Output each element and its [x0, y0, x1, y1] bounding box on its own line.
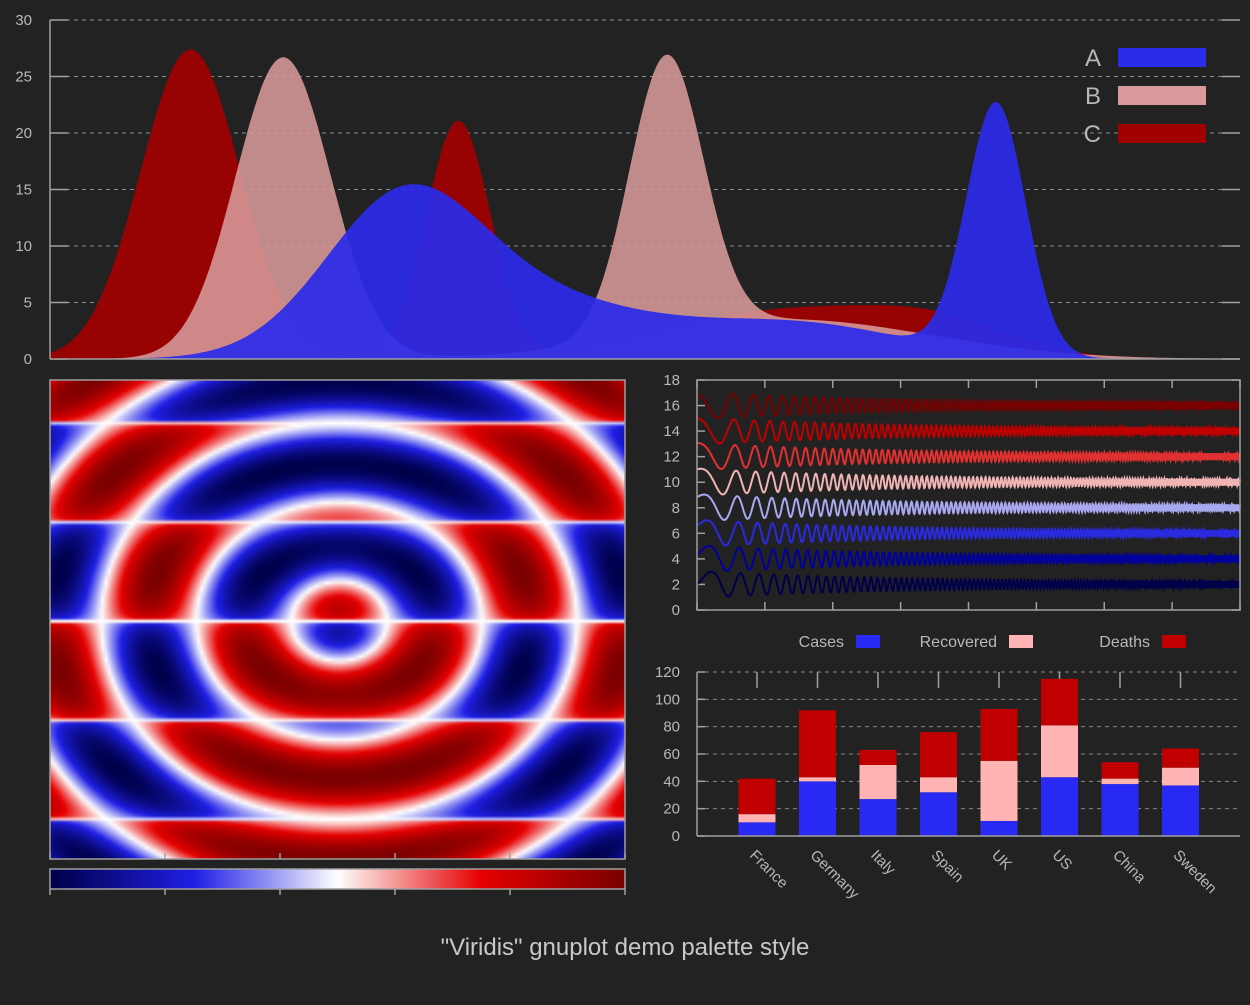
legend-swatch-A — [1118, 48, 1206, 67]
page-title: "Viridis" gnuplot demo palette style — [440, 934, 810, 961]
bar-cases-germany — [799, 781, 836, 836]
area-series-C — [50, 49, 1240, 360]
bar-deaths-france — [738, 778, 776, 815]
bar-deaths-uk — [980, 708, 1018, 761]
wave-line-7 — [696, 416, 1241, 445]
bar-cases-france — [738, 822, 776, 836]
y-tick-label: 18 — [663, 372, 680, 389]
bar-recovered-sweden — [1162, 767, 1199, 786]
y-tick-label: 0 — [672, 828, 680, 845]
bar-cases-italy — [859, 799, 897, 836]
y-tick-label: 10 — [15, 238, 32, 255]
legend-label-cases: Cases — [799, 634, 844, 651]
area-series-A — [50, 101, 1240, 360]
y-tick-label: 10 — [663, 474, 680, 491]
y-tick-label: 0 — [672, 602, 680, 619]
bar-deaths-sweden — [1162, 748, 1199, 768]
y-tick-label: 120 — [655, 664, 680, 681]
x-tick-label: Spain — [928, 847, 967, 886]
legend-label-B: B — [1085, 83, 1101, 110]
y-tick-label: 25 — [15, 69, 32, 86]
y-tick-label: 30 — [15, 12, 32, 29]
bar-cases-sweden — [1162, 785, 1199, 836]
y-tick-label: 5 — [24, 295, 32, 312]
x-tick-label: Italy — [867, 847, 899, 879]
y-tick-label: 15 — [15, 182, 32, 199]
wave-line-8 — [696, 392, 1241, 419]
legend-swatch-cases — [856, 635, 880, 648]
bar-deaths-spain — [920, 732, 957, 778]
bar-recovered-us — [1041, 725, 1078, 778]
bar-cases-uk — [980, 820, 1018, 836]
y-tick-label: 12 — [663, 449, 680, 466]
y-tick-label: 100 — [655, 691, 680, 708]
wave-line-6 — [697, 442, 1241, 470]
x-tick-label: Germany — [807, 847, 863, 903]
y-tick-label: 80 — [663, 719, 680, 736]
y-tick-label: 40 — [663, 773, 680, 790]
bar-recovered-uk — [980, 760, 1018, 821]
wave-line-4 — [696, 493, 1241, 521]
y-tick-label: 20 — [15, 125, 32, 142]
bar-recovered-china — [1101, 778, 1139, 785]
y-tick-label: 2 — [672, 576, 680, 593]
y-tick-label: 4 — [672, 551, 680, 568]
x-tick-label: US — [1049, 847, 1076, 874]
bar-deaths-china — [1101, 762, 1139, 779]
heatmap-image — [50, 380, 625, 859]
wave-line-5 — [696, 467, 1241, 496]
bar-cases-us — [1041, 777, 1078, 836]
legend-swatch-C — [1118, 124, 1206, 143]
legend-swatch-deaths — [1162, 635, 1186, 648]
area-chart: 0 5 10 15 20 25 30 ABC — [15, 12, 1240, 368]
bar-deaths-germany — [799, 710, 836, 778]
y-tick-label: 16 — [663, 398, 680, 415]
legend-label-recovered: Recovered — [920, 634, 997, 651]
y-tick-label: 20 — [663, 801, 680, 818]
y-tick-label: 14 — [663, 423, 680, 440]
x-tick-label: France — [746, 847, 791, 892]
y-tick-label: 8 — [672, 500, 680, 517]
bar-cases-spain — [920, 792, 957, 836]
bar-deaths-us — [1041, 678, 1078, 726]
wave-line-3 — [696, 519, 1241, 547]
x-tick-label: UK — [988, 847, 1015, 874]
heatmap-border — [49, 379, 626, 860]
y-tick-label: 60 — [663, 746, 680, 763]
y-tick-label: 0 — [24, 351, 32, 368]
x-tick-label: China — [1109, 847, 1149, 887]
bar-recovered-spain — [920, 777, 957, 793]
wave-line-2 — [696, 544, 1241, 572]
bar-deaths-italy — [859, 749, 897, 765]
legend-label-deaths: Deaths — [1099, 634, 1150, 651]
legend-label-A: A — [1085, 45, 1101, 72]
wave-line-1 — [696, 570, 1241, 598]
bar-recovered-france — [738, 814, 776, 823]
bar-recovered-germany — [799, 777, 836, 782]
legend-swatch-B — [1118, 86, 1206, 105]
legend-label-C: C — [1084, 121, 1101, 148]
wave-line-chart: 0 2 4 6 8 10 12 14 16 18 — [663, 372, 1241, 619]
x-tick-label: Sweden — [1170, 847, 1220, 897]
line-chart-border — [696, 379, 1241, 611]
colorbox-gradient — [50, 869, 625, 889]
colorbox-border — [49, 868, 626, 890]
y-tick-label: 6 — [672, 525, 680, 542]
bar-cases-china — [1101, 784, 1139, 836]
legend-swatch-recovered — [1009, 635, 1033, 648]
stacked-bar-chart: 0 20 40 60 80 100 120 Cases Recovered Deaths Franc… — [655, 634, 1240, 903]
bar-recovered-italy — [859, 764, 897, 800]
heatmap-chart — [49, 379, 626, 895]
